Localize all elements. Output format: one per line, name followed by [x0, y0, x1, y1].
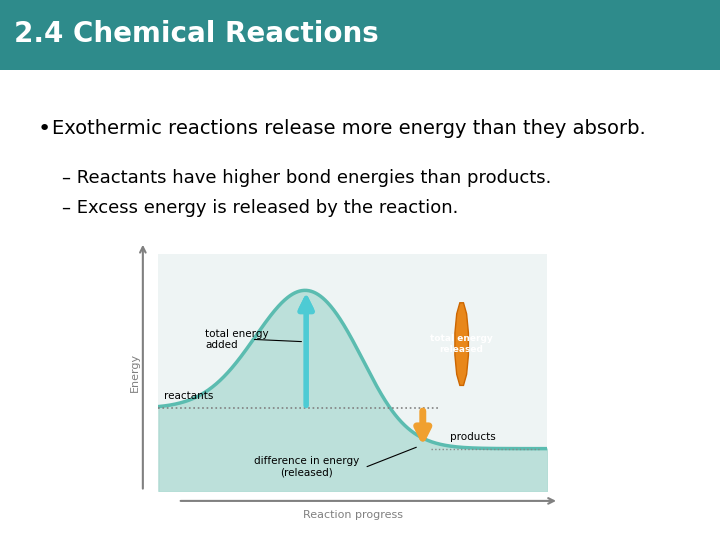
Text: •: • — [38, 119, 51, 139]
Text: reactants: reactants — [164, 391, 214, 401]
Text: Energy: Energy — [130, 353, 140, 392]
Text: products: products — [450, 431, 496, 442]
Text: Exothermic reactions release more energy than they absorb.: Exothermic reactions release more energy… — [52, 119, 646, 138]
Text: – Reactants have higher bond energies than products.: – Reactants have higher bond energies th… — [62, 170, 552, 187]
Text: Reaction progress: Reaction progress — [303, 510, 402, 521]
Text: total energy
released: total energy released — [431, 334, 493, 354]
Text: 2.4 Chemical Reactions: 2.4 Chemical Reactions — [14, 19, 379, 48]
FancyBboxPatch shape — [0, 0, 720, 70]
Text: – Excess energy is released by the reaction.: – Excess energy is released by the react… — [62, 199, 459, 218]
Text: difference in energy
(released): difference in energy (released) — [253, 456, 359, 477]
Text: total energy
added: total energy added — [205, 328, 269, 350]
